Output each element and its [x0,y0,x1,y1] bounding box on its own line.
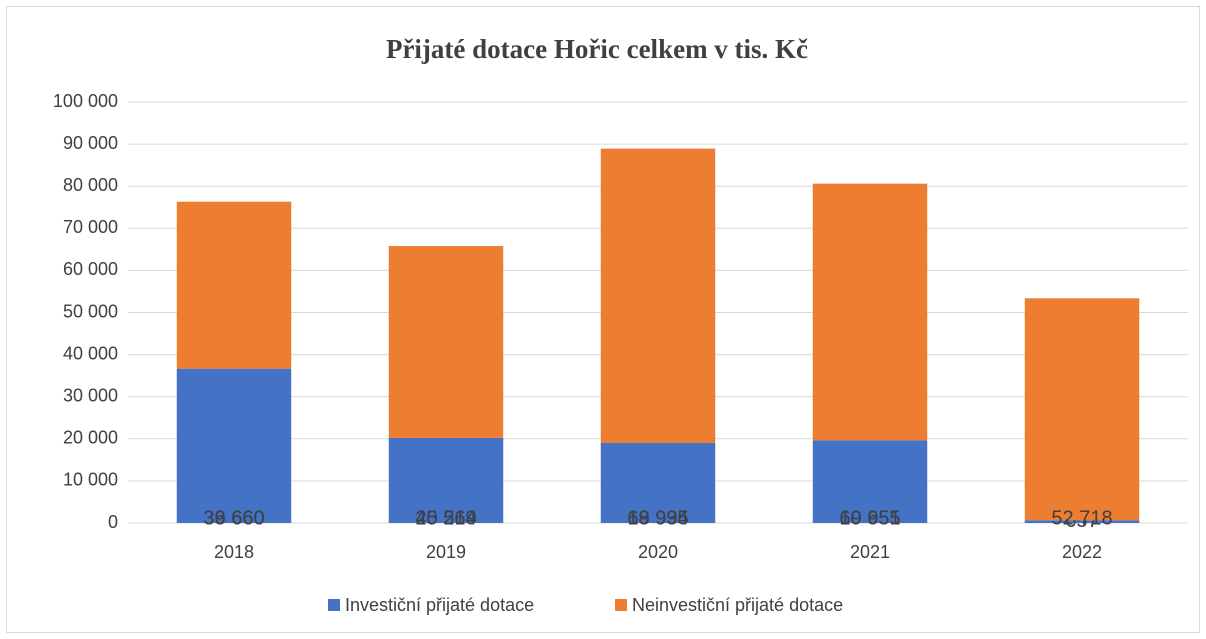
x-tick-label: 2022 [1062,542,1102,562]
bar-segment [176,201,292,369]
y-tick-label: 40 000 [63,343,118,363]
y-tick-label: 100 000 [53,91,118,111]
legend-label: Investiční přijaté dotace [345,595,534,615]
y-tick-label: 50 000 [63,301,118,321]
bar-segment [812,440,928,523]
y-tick-label: 60 000 [63,259,118,279]
legend-swatch [615,599,627,611]
data-label: 60 951 [839,507,900,529]
bar-segment [176,368,292,523]
data-label: 20 214 [415,507,476,529]
bar-segment [1024,298,1140,521]
data-label: 19 655 [839,507,900,529]
bar-segment [600,443,716,523]
x-tick-label: 2019 [426,542,466,562]
bar-segment [388,246,504,438]
data-label: 45 569 [415,507,476,529]
data-label: 69 935 [627,507,688,529]
bar-segment [812,183,928,441]
data-label: 36 660 [203,507,264,529]
x-tick-label: 2020 [638,542,678,562]
legend-swatch [328,599,340,611]
y-tick-label: 20 000 [63,428,118,448]
y-tick-label: 30 000 [63,385,118,405]
data-label: 18 994 [627,507,688,529]
x-tick-label: 2018 [214,542,254,562]
x-tick-label: 2021 [850,542,890,562]
data-label: 52 718 [1051,507,1112,529]
bar-segment [388,437,504,523]
y-tick-label: 70 000 [63,217,118,237]
bar-segment [600,148,716,444]
data-label: 39 660 [203,507,264,529]
y-tick-label: 10 000 [63,470,118,490]
chart-title: Přijaté dotace Hořic celkem v tis. Kč [386,34,808,64]
bar-segment [1024,520,1140,523]
y-tick-label: 0 [108,512,118,532]
y-tick-label: 80 000 [63,175,118,195]
legend-label: Neinvestiční přijaté dotace [632,595,843,615]
y-tick-label: 90 000 [63,133,118,153]
